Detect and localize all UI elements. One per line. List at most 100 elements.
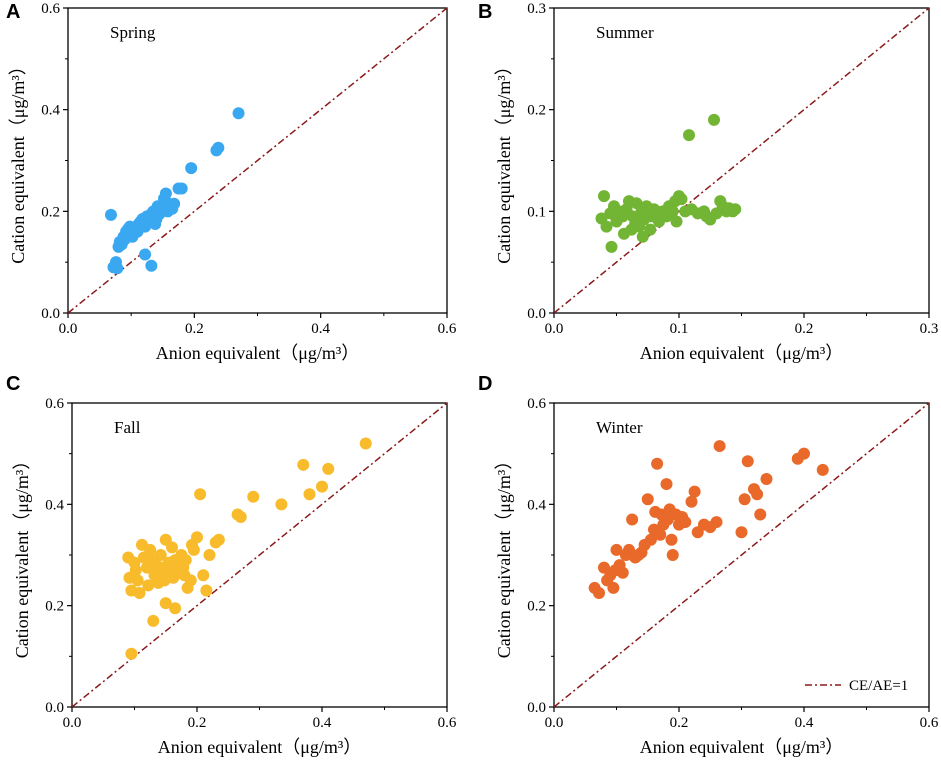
data-point [760,473,773,485]
x-tick-label: 0.2 [185,321,204,337]
y-axis-label: Cation equivalent（μg/m³） [12,452,32,659]
data-point [359,437,372,450]
data-point [169,602,182,615]
data-point [129,564,142,577]
data-point [685,495,698,508]
y-tick-label: 0.2 [45,599,64,615]
data-point [139,248,152,261]
data-point [185,162,198,175]
data-point [187,543,200,556]
data-point [710,516,723,529]
y-tick-label: 0.3 [527,1,546,17]
data-point [175,182,188,195]
data-point [816,463,829,476]
data-point [125,647,138,660]
data-point [670,215,683,228]
data-point [159,187,172,200]
y-tick-label: 0.6 [45,396,64,412]
data-point [111,262,124,275]
data-point [191,531,203,544]
x-tick-label: 0.0 [63,715,82,731]
data-point [713,440,726,453]
data-point [131,574,144,587]
data-point [708,113,720,126]
data-point [194,488,207,501]
data-point [234,511,247,523]
data-point [154,549,167,561]
data-point [651,457,664,470]
data-point [644,223,657,236]
data-point [200,584,213,597]
x-tick-label: 0.4 [313,715,332,731]
data-point [144,543,157,556]
panel-b: B 0.0 0.1 0.2 0.3 0.0 0.1 0.2 0.3 Anion equivalen… [478,1,938,363]
panel-letter: A [6,1,20,23]
data-point [145,259,158,272]
data-point [598,190,610,203]
data-point [179,554,192,567]
data-point [610,543,623,556]
data-point [605,240,618,253]
data-point [626,513,639,526]
panel-letter: D [478,373,492,395]
data-point [679,516,692,529]
y-tick-label: 0.2 [527,103,546,119]
season-title: Spring [110,23,156,42]
reference-line-ce-ae-1 [67,7,448,314]
data-point [741,455,754,468]
data-point [683,129,695,142]
x-tick-label: 0.6 [438,321,457,337]
x-axis-label: Anion equivalent（μg/m³） [640,343,844,363]
data-point [303,488,316,501]
reference-line-ce-ae-1 [553,402,930,708]
y-tick-label: 0.2 [41,204,60,220]
legend-label: CE/AE=1 [849,678,908,694]
y-tick-label: 0.6 [41,1,60,17]
panel-a: A 0.0 0.2 0.4 0.6 0.0 0.2 0.4 0.6 Anion equivalen… [6,1,457,363]
data-point [316,480,328,493]
y-tick-label: 0.4 [527,497,546,513]
data-point [654,528,667,541]
y-tick-label: 0.4 [45,497,64,513]
data-point [754,508,767,521]
data-point [600,220,613,233]
data-point [729,203,742,216]
y-tick-label: 0.0 [41,306,60,322]
data-point [735,526,748,539]
y-tick-label: 0.4 [41,103,60,119]
y-axis-label: Cation equivalent（μg/m³） [8,57,28,264]
panel-d: D 0.0 0.2 0.4 0.6 0.0 0.2 0.4 0.6 Anion equivalen… [478,373,939,757]
x-axis-label: Anion equivalent（μg/m³） [158,737,362,757]
data-point [147,614,160,627]
data-point [133,587,146,599]
data-point [247,490,260,503]
x-tick-label: 0.4 [311,321,330,337]
y-axis-label: Cation equivalent（μg/m³） [494,452,514,659]
data-point [644,533,657,546]
data-point [275,498,288,511]
y-tick-label: 0.0 [527,700,546,716]
y-tick-label: 0.2 [527,599,546,615]
x-tick-label: 0.2 [188,715,207,731]
data-point [666,205,679,218]
data-point [751,488,764,501]
data-point [660,478,673,491]
data-point [297,458,310,471]
data-point [738,493,751,506]
data-point [322,462,335,475]
reference-line-ce-ae-1 [553,7,930,314]
data-point [166,541,178,554]
y-tick-label: 0.6 [527,396,546,412]
season-title: Summer [596,23,654,42]
y-axis-label: Cation equivalent（μg/m³） [494,57,514,264]
panel-letter: B [478,1,492,23]
panel-c: C 0.0 0.2 0.4 0.6 0.0 0.2 0.4 0.6 Anion equivalen… [6,373,457,757]
season-title: Winter [596,418,643,437]
data-point [203,549,216,561]
x-axis-label: Anion equivalent（μg/m³） [156,343,360,363]
data-point [232,107,245,120]
x-axis-label: Anion equivalent（μg/m³） [640,737,844,757]
data-point [636,230,649,243]
data-point [168,197,181,210]
